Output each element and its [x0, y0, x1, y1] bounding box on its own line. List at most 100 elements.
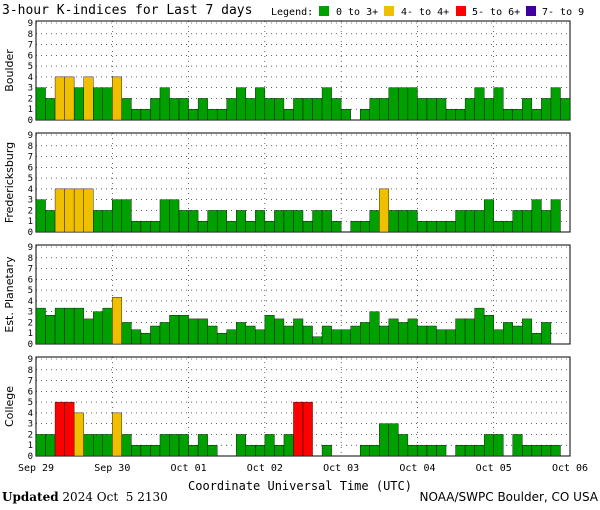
k-index-bar — [312, 210, 323, 233]
y-tick-label: 1 — [28, 105, 33, 115]
k-index-bar — [369, 98, 380, 121]
k-index-bar — [121, 199, 132, 233]
y-tick-label: 5 — [28, 174, 33, 184]
k-index-bar — [464, 445, 475, 457]
k-index-bar — [236, 87, 246, 121]
y-tick-label: 7 — [28, 153, 33, 163]
k-index-bar — [388, 87, 399, 121]
k-index-bar — [474, 210, 485, 233]
panel-label: College — [3, 386, 16, 427]
k-index-bar — [474, 445, 485, 457]
y-tick-label: 6 — [28, 51, 33, 61]
k-index-bar — [331, 329, 342, 345]
k-index-bar — [188, 210, 199, 233]
k-index-bar — [360, 221, 370, 233]
k-index-bar — [207, 210, 218, 233]
k-index-bar — [197, 318, 208, 345]
k-index-bar — [226, 98, 237, 121]
k-index-bar — [388, 423, 399, 457]
k-index-bar — [331, 221, 342, 233]
k-index-bar — [398, 87, 409, 121]
k-index-bar — [216, 333, 227, 345]
y-tick-label: 2 — [28, 94, 33, 104]
k-index-bar — [522, 445, 533, 457]
k-index-bar — [245, 325, 256, 345]
x-tick-label: Oct 03 — [323, 463, 359, 474]
k-index-bar — [407, 87, 418, 121]
k-index-bar — [255, 329, 266, 345]
k-index-bar — [464, 210, 475, 233]
k-index-bar — [169, 98, 180, 121]
y-tick-label: 0 — [28, 116, 33, 126]
k-index-bar — [417, 221, 428, 233]
y-tick-label: 6 — [28, 387, 33, 397]
k-index-bar — [45, 98, 56, 121]
updated-value: 2024 Oct 5 2130 — [62, 490, 168, 504]
k-index-bar — [207, 445, 218, 457]
k-index-bar — [426, 221, 437, 233]
y-tick-label: 5 — [28, 286, 33, 296]
k-index-bar — [159, 434, 170, 457]
k-index-bar — [64, 401, 75, 457]
y-tick-label: 8 — [28, 30, 33, 40]
k-index-bar — [274, 210, 285, 233]
y-tick-label: 3 — [28, 196, 33, 206]
k-index-bar — [73, 87, 84, 121]
k-index-bar — [83, 434, 94, 457]
k-index-bar — [64, 188, 75, 233]
y-tick-label: 4 — [28, 297, 33, 307]
y-tick-label: 1 — [28, 441, 33, 451]
k-index-bar — [321, 87, 332, 121]
k-index-bar — [64, 76, 75, 121]
k-index-bar — [197, 221, 208, 233]
k-index-bar — [283, 434, 294, 457]
legend-label: Legend: — [271, 7, 313, 18]
k-index-bar — [321, 445, 332, 457]
k-index-bar — [398, 322, 409, 345]
k-index-bar — [236, 322, 246, 345]
k-index-bar — [283, 325, 294, 345]
k-index-bar — [522, 98, 533, 121]
k-index-bar — [541, 322, 552, 345]
k-index-bar — [102, 210, 113, 233]
k-index-bar — [474, 87, 485, 121]
legend-item-red: 5- to 6+ — [472, 7, 520, 18]
y-tick-label: 9 — [28, 131, 33, 141]
k-index-bar — [512, 325, 523, 345]
k-index-bar — [531, 333, 542, 345]
legend-swatch-red — [456, 6, 466, 16]
source-credit: NOAA/SWPC Boulder, CO USA — [419, 490, 598, 504]
k-index-bar — [169, 434, 180, 457]
k-index-bar — [226, 329, 237, 345]
k-index-bar — [178, 434, 189, 457]
chart-title: 3-hour K-indices for Last 7 days — [2, 3, 252, 18]
k-index-bar — [93, 434, 103, 457]
legend-item-purple: 7- to 9 — [542, 7, 584, 18]
k-index-bar — [493, 434, 504, 457]
k-index-bar — [379, 325, 390, 345]
k-index-bar — [522, 210, 533, 233]
k-index-bar — [302, 221, 313, 233]
k-index-bar — [83, 76, 94, 121]
k-index-bar — [531, 199, 542, 233]
k-index-bar — [417, 98, 428, 121]
k-index-bar — [159, 199, 170, 233]
k-index-bar — [550, 199, 561, 233]
k-index-bar — [483, 98, 494, 121]
k-index-bar — [54, 188, 65, 233]
k-index-bar — [541, 98, 552, 121]
k-index-bar — [407, 210, 418, 233]
y-tick-label: 8 — [28, 142, 33, 152]
y-tick-label: 4 — [28, 73, 33, 83]
k-index-bar — [35, 87, 46, 121]
k-index-bar — [35, 434, 46, 457]
y-tick-label: 8 — [28, 366, 33, 376]
k-index-bar — [283, 210, 294, 233]
x-axis-label: Coordinate Universal Time (UTC) — [188, 479, 412, 493]
k-index-bar — [379, 98, 390, 121]
k-index-bar — [245, 445, 256, 457]
legend-item-yellow: 4- to 4+ — [401, 7, 449, 18]
k-index-bar — [531, 109, 542, 121]
y-tick-label: 2 — [28, 430, 33, 440]
k-index-bar — [216, 109, 227, 121]
